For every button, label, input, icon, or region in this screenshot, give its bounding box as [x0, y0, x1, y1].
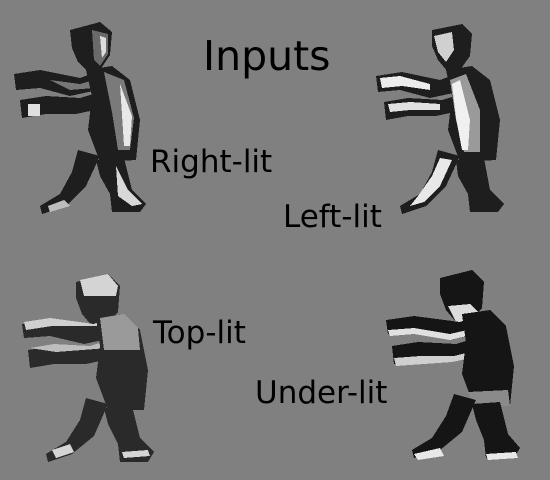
page-title: Inputs [203, 32, 331, 80]
label-left-lit: Left-lit [283, 199, 382, 235]
label-under-lit: Under-lit [255, 375, 388, 411]
label-top-lit: Top-lit [153, 315, 246, 351]
label-right-lit: Right-lit [150, 144, 273, 180]
